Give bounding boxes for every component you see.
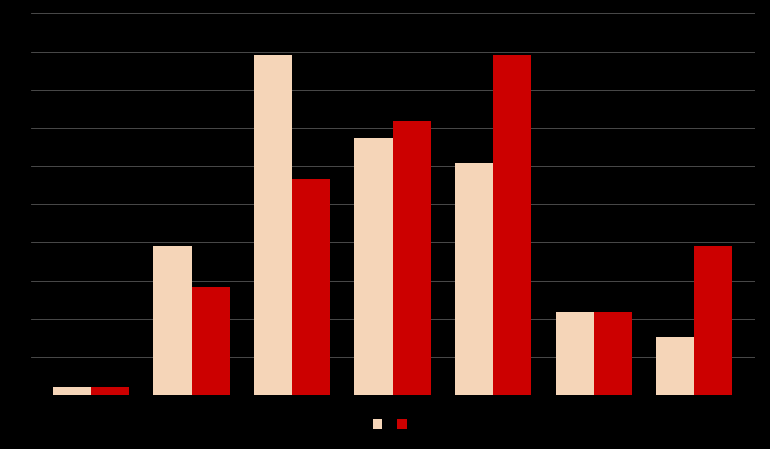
Bar — [53, 387, 91, 395]
Bar — [594, 312, 632, 395]
Bar — [555, 312, 594, 395]
Bar — [192, 287, 229, 395]
Bar — [254, 55, 292, 395]
Bar — [455, 163, 494, 395]
Bar — [656, 337, 695, 395]
Bar — [91, 387, 129, 395]
Bar — [393, 121, 431, 395]
Bar — [494, 55, 531, 395]
Bar — [695, 246, 732, 395]
Bar — [153, 246, 192, 395]
Legend:  ,  : , — [368, 416, 417, 435]
Bar — [354, 138, 393, 395]
Bar — [292, 180, 330, 395]
